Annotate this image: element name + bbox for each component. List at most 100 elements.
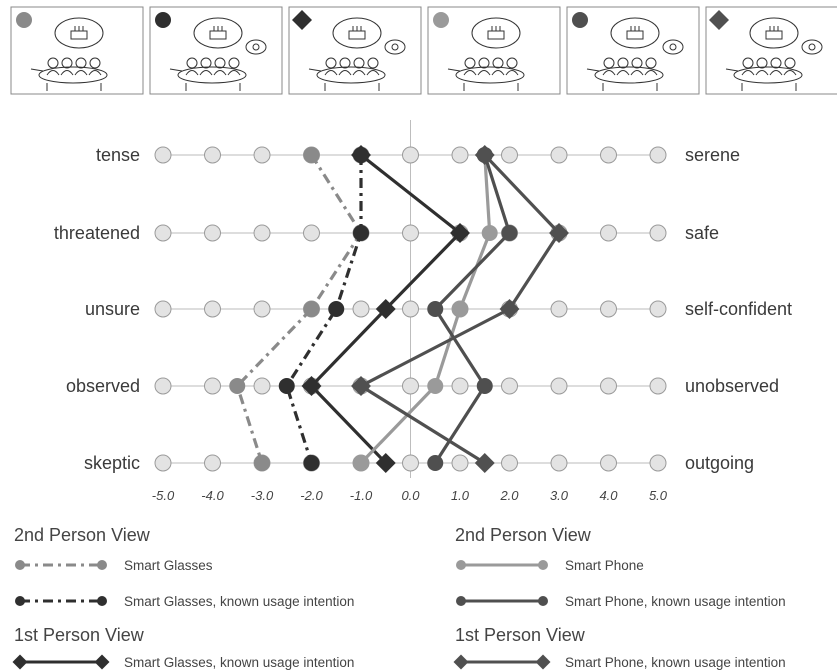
scale-point: [600, 300, 617, 318]
data-point: [375, 453, 396, 473]
data-point: [427, 301, 444, 317]
legend-marker: [538, 596, 548, 606]
scale-point: [550, 146, 568, 164]
item-label-right: serene: [685, 145, 740, 165]
scale-point: [600, 377, 617, 395]
data-point: [301, 376, 322, 396]
data-point: [351, 376, 371, 396]
scale-point: [154, 224, 172, 242]
series-line: [285, 155, 363, 464]
scale-point: [154, 146, 172, 164]
scale-point: [451, 146, 469, 164]
legend-entry: Smart Phone, known usage intention: [453, 654, 786, 670]
item-label-left: skeptic: [84, 453, 140, 473]
scale-point: [600, 454, 617, 472]
scale-point: [451, 454, 469, 472]
data-point: [499, 299, 520, 319]
data-point: [427, 455, 444, 471]
x-tick-label: 2.0: [499, 488, 519, 503]
scenario-panel: [149, 6, 283, 95]
legend-entry: Smart Glasses, known usage intention: [15, 594, 354, 609]
legend-entry: Smart Glasses, known usage intention: [12, 654, 354, 670]
x-tick-label: 3.0: [550, 488, 569, 503]
data-point: [229, 378, 246, 394]
scale-point: [649, 454, 667, 472]
legend-left-group-2: 1st Person View: [14, 625, 145, 645]
scale-point: [253, 300, 271, 318]
x-tick-label: -3.0: [251, 488, 274, 503]
panel-condition-marker: [155, 12, 171, 28]
data-point: [303, 455, 320, 471]
legend-label: Smart Phone, known usage intention: [565, 594, 786, 609]
item-label-right: self-confident: [685, 299, 792, 319]
series-line: [235, 154, 363, 464]
data-point: [549, 223, 569, 243]
scale-point: [550, 300, 568, 318]
data-point: [450, 223, 470, 243]
x-tick-label: -1.0: [350, 488, 373, 503]
legend-marker: [453, 654, 469, 670]
scale-point: [204, 300, 221, 318]
panel-condition-marker: [292, 10, 312, 30]
data-point: [481, 225, 498, 241]
scale-point: [253, 377, 271, 395]
legend-marker: [97, 560, 107, 570]
series-group: [229, 145, 569, 473]
data-point: [452, 301, 468, 317]
legend-label: Smart Glasses, known usage intention: [124, 655, 354, 670]
data-point: [476, 378, 493, 394]
scale-point: [303, 224, 320, 242]
scale-point: [402, 300, 419, 318]
legend-marker: [97, 596, 107, 606]
legend-marker: [94, 654, 110, 670]
legend-right-group-1: 2nd Person View: [455, 525, 592, 545]
x-tick-label: 5.0: [649, 488, 668, 503]
item-label-left: tense: [96, 145, 140, 165]
x-tick-label: -5.0: [152, 488, 175, 503]
scale-point: [600, 146, 617, 164]
panel-condition-marker: [433, 12, 449, 28]
scale-point: [649, 224, 667, 242]
scale-point: [352, 300, 370, 318]
data-point: [427, 378, 444, 394]
data-point: [501, 225, 518, 241]
series: [351, 145, 569, 473]
data-point: [353, 455, 369, 471]
x-axis-ticks: -5.0 -4.0 -3.0 -2.0 -1.0 0.0 1.0 2.0 3.0 4.0 5.0: [152, 488, 668, 503]
series: [278, 147, 369, 471]
scale-point: [501, 377, 518, 395]
data-point: [303, 147, 320, 163]
meeting-illustration: [169, 17, 267, 91]
legend-entry: Smart Phone: [456, 558, 644, 573]
item-label-right: unobserved: [685, 376, 779, 396]
legend-marker: [535, 654, 551, 670]
scale-point: [154, 377, 172, 395]
scale-point: [451, 377, 469, 395]
series: [301, 145, 470, 473]
legend-label: Smart Phone: [565, 558, 644, 573]
scale-point: [154, 300, 172, 318]
data-point: [278, 378, 295, 394]
scale-point: [649, 300, 667, 318]
scale-point: [501, 454, 518, 472]
scale-point: [550, 454, 568, 472]
legend-marker: [12, 654, 28, 670]
scale-point: [501, 146, 518, 164]
meeting-illustration: [447, 17, 525, 91]
legend-left-group-1: 2nd Person View: [14, 525, 151, 545]
data-point: [254, 455, 270, 471]
x-tick-label: -4.0: [201, 488, 224, 503]
scale-point: [402, 224, 419, 242]
item-label-left: observed: [66, 376, 140, 396]
meeting-illustration: [725, 17, 823, 91]
data-point: [351, 145, 371, 165]
data-point: [474, 145, 495, 165]
data-point: [474, 453, 495, 473]
scenario-panel: [427, 6, 561, 95]
scale-point: [204, 377, 221, 395]
item-label-right: outgoing: [685, 453, 754, 473]
scenario-panel: [288, 6, 422, 95]
meeting-illustration: [30, 17, 108, 91]
scenario-panel: [705, 6, 837, 95]
meeting-illustration: [308, 17, 406, 91]
